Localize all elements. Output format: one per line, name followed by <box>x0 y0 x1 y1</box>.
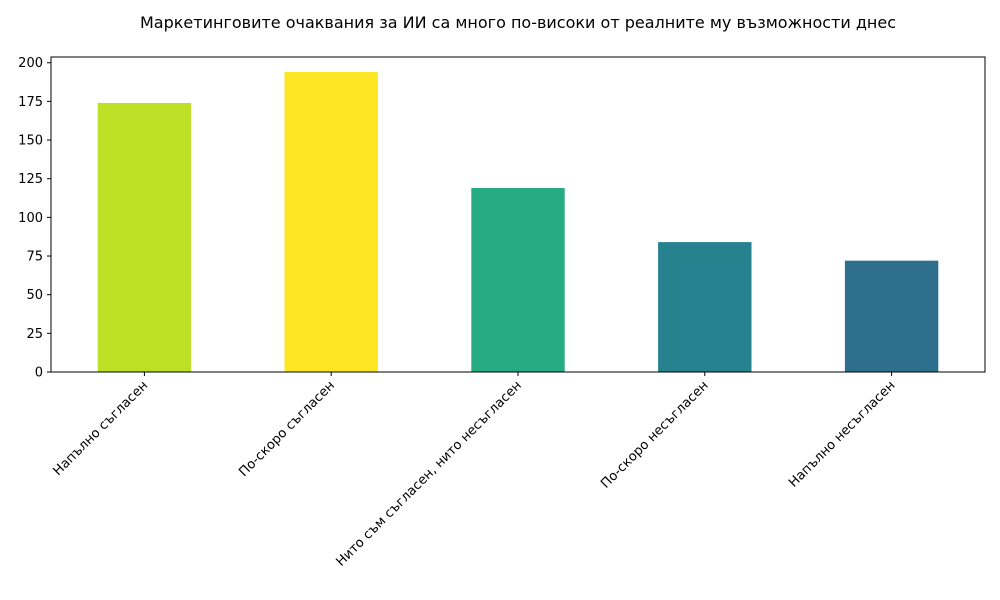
chart-title: Маркетинговите очаквания за ИИ са много … <box>140 13 896 32</box>
y-tick-label: 150 <box>18 134 43 149</box>
y-tick-label: 200 <box>18 56 43 71</box>
x-tick-label: Нито съм съгласен, нито несъгласен <box>333 378 524 569</box>
x-tick-label: По-скоро несъгласен <box>598 378 711 491</box>
bar <box>658 242 752 372</box>
bar <box>471 187 565 372</box>
y-tick-label: 175 <box>18 95 43 110</box>
y-tick-label: 50 <box>26 288 43 303</box>
y-tick-label: 125 <box>18 172 43 187</box>
plot-frame <box>50 56 986 373</box>
x-tick-label: Напълно съгласен <box>51 378 152 479</box>
bar <box>284 72 378 372</box>
x-tick-label: По-скоро съгласен <box>236 378 338 480</box>
bar <box>844 260 939 372</box>
y-tick-label: 25 <box>26 327 43 342</box>
bar <box>97 102 192 373</box>
y-tick-label: 0 <box>35 366 43 381</box>
y-tick-label: 100 <box>18 211 43 226</box>
y-tick-label: 75 <box>26 250 43 265</box>
x-tick-label: Напълно несъгласен <box>786 378 898 490</box>
